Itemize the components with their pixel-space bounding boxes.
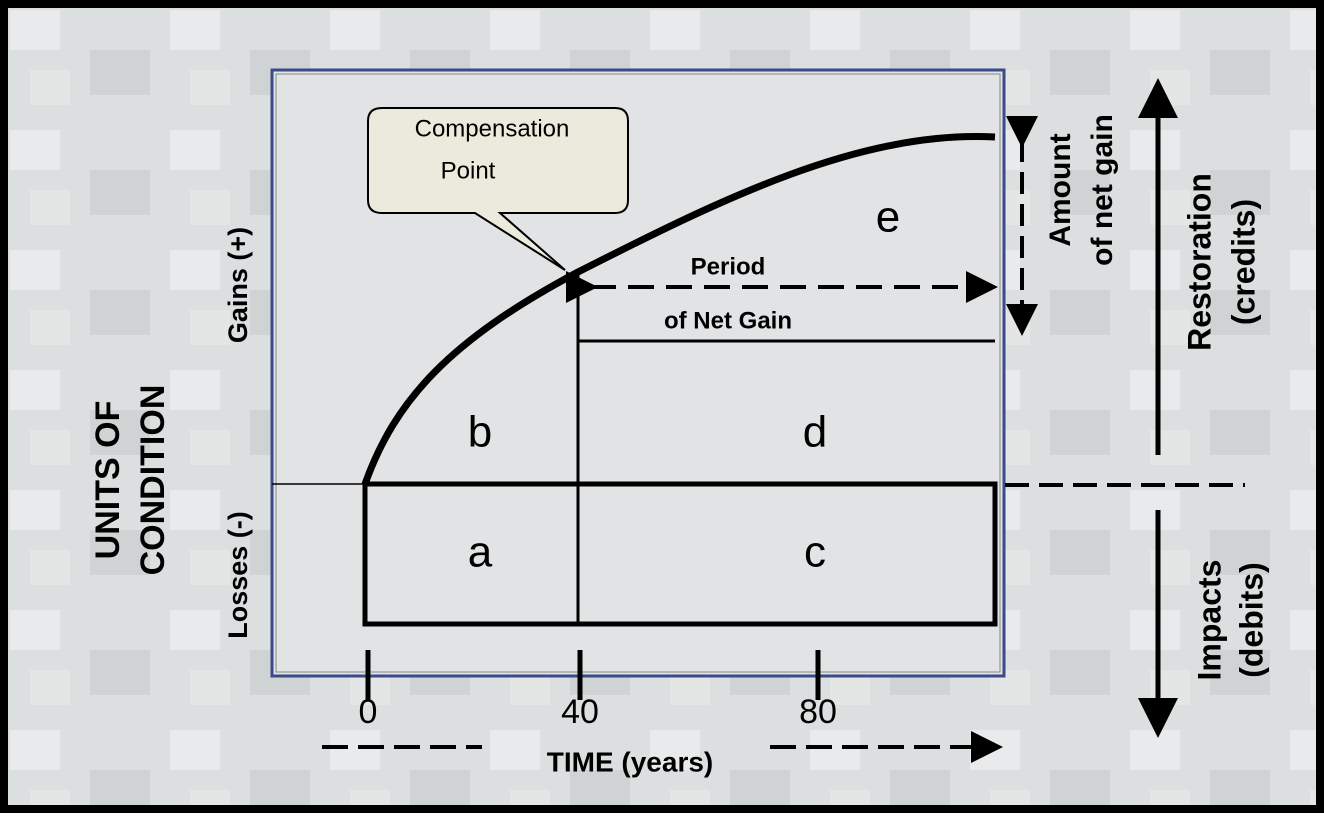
region-label: b [468, 408, 492, 457]
region-label: a [468, 528, 493, 577]
gains-label: Gains (+) [223, 227, 253, 343]
net-gain-label: Amount [1044, 133, 1077, 246]
period-label: of Net Gain [664, 307, 792, 334]
net-gain-label: of net gain [1086, 114, 1119, 266]
y-axis-label: CONDITION [134, 385, 172, 576]
x-tick-label: 0 [359, 693, 378, 731]
impacts-label: Impacts [1191, 560, 1227, 681]
x-axis-label: TIME (years) [547, 746, 714, 777]
restoration-label: Restoration [1181, 173, 1217, 351]
plot-inner [275, 73, 1001, 673]
loss-box [362, 481, 998, 627]
region-label: c [804, 528, 826, 577]
callout-text: Compensation [415, 115, 570, 142]
region-label: e [876, 193, 900, 242]
y-axis-label: UNITS OF [89, 401, 127, 560]
x-tick-label: 40 [561, 693, 599, 731]
losses-label: Losses (-) [223, 511, 253, 639]
callout [367, 107, 629, 271]
period-label: Period [691, 253, 766, 280]
impacts-label: (debits) [1233, 562, 1269, 678]
region-label: d [803, 408, 827, 457]
x-tick-label: 80 [799, 693, 837, 731]
gain-curve [361, 133, 996, 486]
callout-text: Point [441, 157, 496, 184]
restoration-label: (credits) [1225, 199, 1261, 325]
